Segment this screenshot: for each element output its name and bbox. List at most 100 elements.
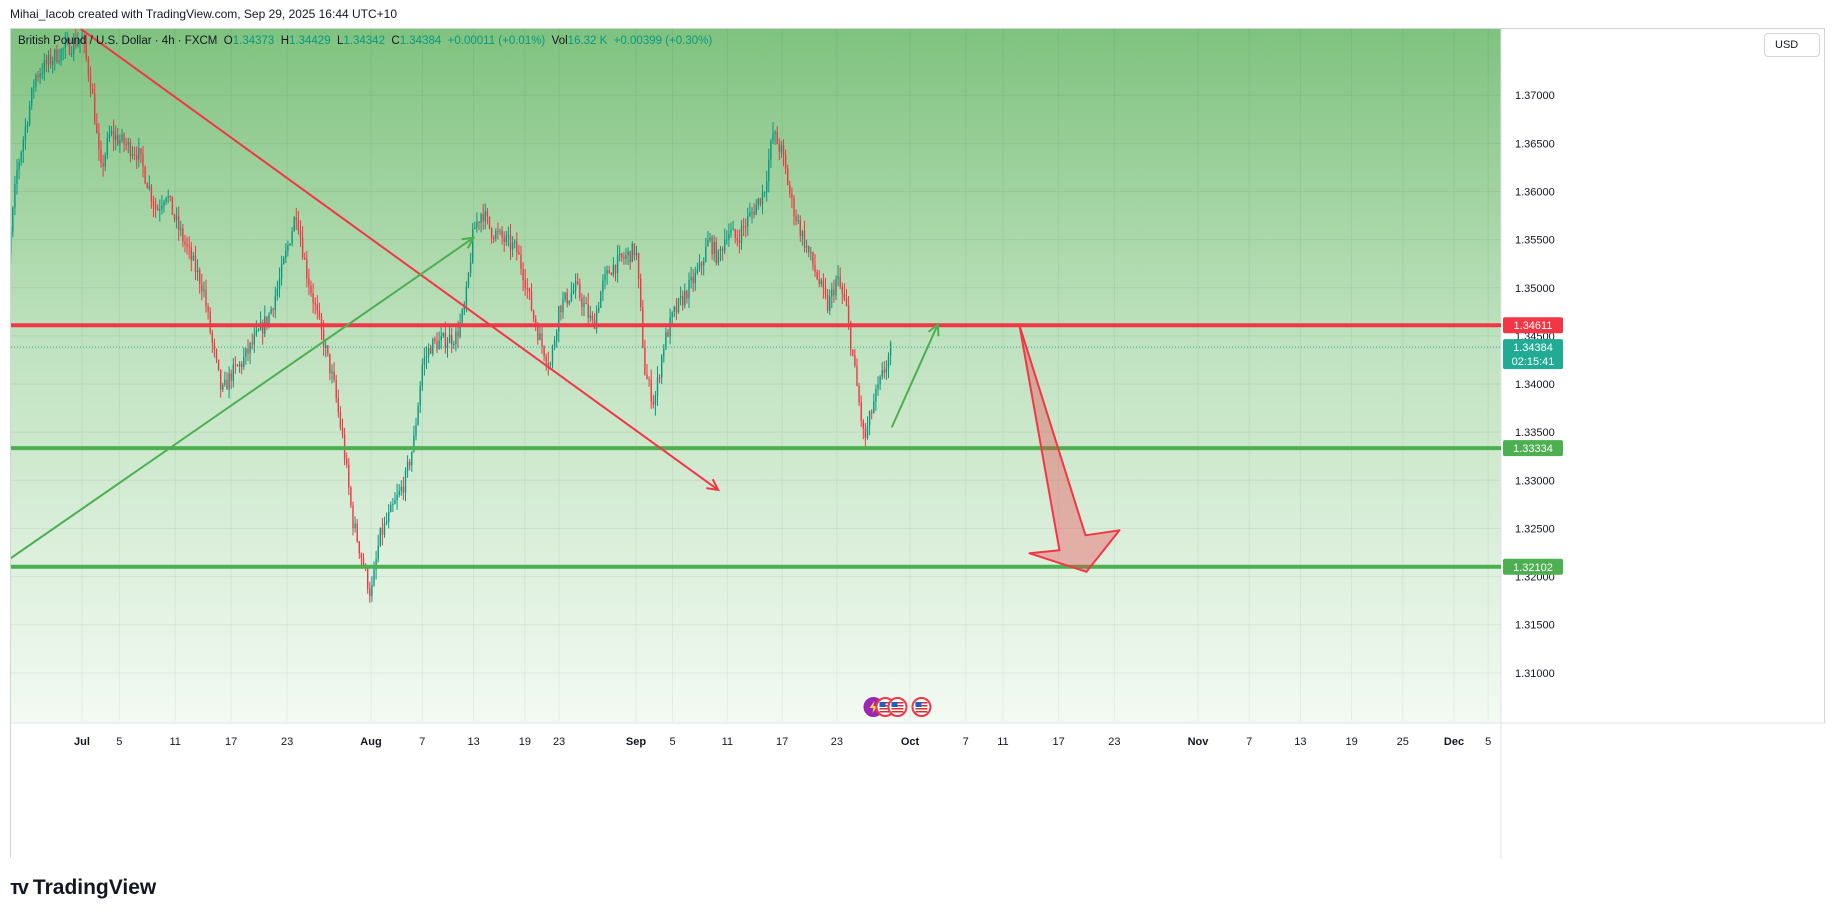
- candle-body: [826, 294, 829, 311]
- candle-body: [564, 292, 566, 300]
- candle-body: [648, 379, 650, 381]
- candle-body: [392, 503, 394, 505]
- legend-low-label: L: [337, 35, 344, 47]
- candle-body: [690, 276, 692, 281]
- us-flag-icon[interactable]: [887, 697, 908, 717]
- candle-body: [203, 289, 205, 292]
- candle-body: [131, 154, 134, 156]
- candle-body: [148, 186, 150, 189]
- candle-body: [837, 276, 839, 280]
- candle-body: [415, 424, 417, 436]
- candle-body: [114, 135, 117, 140]
- price-tick-label: 1.35500: [1515, 235, 1555, 247]
- candle-body: [856, 365, 858, 387]
- candle-body: [639, 278, 642, 308]
- candle-body: [763, 191, 766, 193]
- candle-body: [49, 54, 52, 65]
- candle-body: [877, 384, 879, 390]
- candle-body: [858, 386, 860, 403]
- candle-body: [854, 355, 856, 366]
- candle-body: [740, 226, 743, 243]
- candle-body: [545, 356, 547, 363]
- tradingview-brand[interactable]: ᴛᴠ TradingView: [10, 876, 156, 900]
- us-flag-icon[interactable]: [911, 697, 932, 717]
- candle-body: [602, 280, 604, 292]
- candle-body: [742, 226, 745, 228]
- candle-body: [730, 230, 732, 234]
- candle-body: [213, 342, 216, 350]
- candle-body: [801, 231, 804, 237]
- currency-button[interactable]: USD: [1764, 33, 1820, 57]
- candle-body: [700, 262, 703, 266]
- candle-body: [117, 135, 119, 145]
- candle-body: [219, 369, 222, 390]
- candle-body: [432, 338, 434, 354]
- time-tick-label: 7: [419, 736, 425, 748]
- candle-body: [306, 259, 308, 279]
- candle-body: [831, 289, 833, 297]
- candle-body: [427, 347, 430, 356]
- price-chart[interactable]: 1.370001.365001.360001.355001.350001.345…: [11, 29, 1826, 859]
- candle-body: [520, 254, 522, 269]
- candle-body: [440, 336, 442, 341]
- candle-body: [209, 311, 211, 333]
- candle-body: [543, 346, 545, 357]
- candle-body: [404, 470, 407, 493]
- candle-body: [413, 435, 415, 452]
- candle-body: [138, 148, 140, 160]
- candle-body: [768, 159, 770, 182]
- candle-body: [770, 140, 772, 160]
- price-tick-label: 1.36500: [1515, 138, 1555, 150]
- time-tick-label: Sep: [626, 736, 646, 748]
- candle-body: [387, 512, 390, 522]
- candle-body: [816, 271, 818, 279]
- candle-body: [18, 162, 20, 170]
- candle-body: [465, 286, 468, 307]
- candle-body: [652, 401, 654, 405]
- candle-body: [165, 197, 167, 202]
- time-tick-label: 17: [776, 736, 788, 748]
- candle-body: [236, 365, 239, 367]
- candle-body: [633, 243, 636, 256]
- candle-body: [627, 251, 629, 256]
- candle-body: [429, 347, 432, 354]
- time-tick-label: 5: [669, 736, 675, 748]
- candle-body: [100, 149, 102, 163]
- candle-body: [408, 461, 411, 466]
- candle-body: [108, 133, 111, 139]
- time-tick-label: 25: [1397, 736, 1409, 748]
- candle-body: [757, 198, 759, 205]
- last-price-label: 1.34384: [1513, 342, 1553, 354]
- candle-body: [528, 288, 531, 292]
- candle-body: [121, 134, 123, 141]
- candle-body: [110, 130, 113, 134]
- candle-body: [201, 284, 203, 292]
- candle-body: [656, 377, 659, 396]
- candle-body: [467, 273, 470, 287]
- time-tick-label: 5: [116, 736, 122, 748]
- chart-frame[interactable]: 1.37000 1.36500 1.36000 1.35500 1.35000 1.345…: [10, 28, 1826, 859]
- time-tick-label: 5: [1485, 736, 1491, 748]
- candle-body: [163, 201, 165, 206]
- candle-body: [238, 363, 241, 367]
- candle-body: [471, 229, 474, 263]
- level-price-label: 1.32102: [1513, 562, 1553, 574]
- candle-body: [24, 126, 27, 140]
- candle-body: [261, 322, 264, 334]
- green-forecast-arrow-head: [927, 322, 940, 337]
- candle-body: [847, 305, 850, 323]
- candle-body: [492, 237, 495, 239]
- candle-body: [184, 241, 186, 244]
- time-tick-label: 13: [467, 736, 479, 748]
- candle-body: [66, 40, 69, 43]
- candle-body: [194, 255, 197, 272]
- legend-close: 1.34384: [399, 35, 442, 47]
- candle-body: [591, 315, 594, 320]
- candle-body: [444, 332, 447, 349]
- candle-body: [759, 198, 762, 205]
- candle-body: [789, 184, 791, 194]
- time-tick-label: Jul: [74, 736, 90, 748]
- candle-body: [278, 278, 281, 289]
- price-tick-label: 1.31000: [1515, 668, 1555, 680]
- time-tick-label: 11: [722, 736, 733, 748]
